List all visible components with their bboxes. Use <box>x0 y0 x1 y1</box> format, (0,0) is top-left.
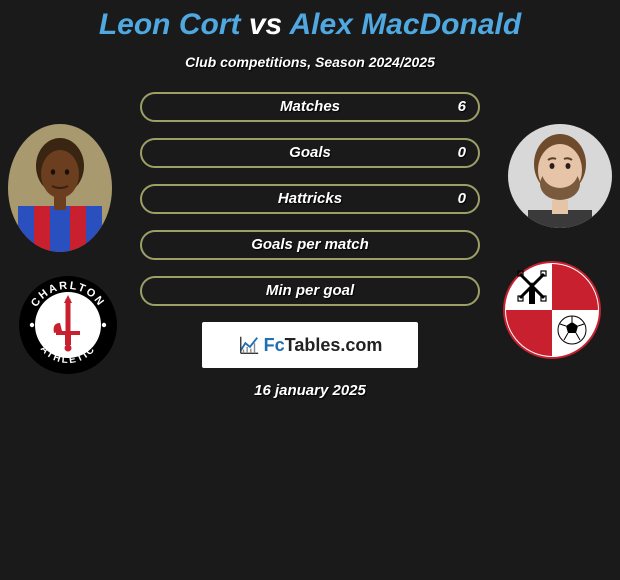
vs-text: vs <box>249 8 282 41</box>
stat-label: Matches <box>142 94 478 120</box>
stat-right-value <box>454 278 478 304</box>
stat-row-goals-per-match: Goals per match <box>140 230 480 260</box>
page-title: Leon Cort vs Alex MacDonald <box>0 8 620 42</box>
date-text: 16 january 2025 <box>0 382 620 399</box>
stat-right-value: 6 <box>446 94 478 120</box>
player2-club-badge <box>502 260 602 360</box>
stat-row-goals: Goals 0 <box>140 138 480 168</box>
stat-row-hattricks: Hattricks 0 <box>140 184 480 214</box>
brand-text: FcTables.com <box>264 335 383 356</box>
brand-badge: FcTables.com <box>202 322 418 368</box>
brand-suffix: Tables.com <box>285 335 383 355</box>
player1-photo <box>8 124 112 252</box>
comparison-card: Leon Cort vs Alex MacDonald Club competi… <box>0 0 620 580</box>
stat-rows: Matches 6 Goals 0 Hattricks 0 Goals per … <box>140 92 480 306</box>
player1-name: Leon Cort <box>99 8 241 41</box>
subtitle: Club competitions, Season 2024/2025 <box>0 54 620 70</box>
brand-prefix: Fc <box>264 335 285 355</box>
player1-club-badge: CHARLTON ATHLETIC <box>18 275 118 375</box>
stat-label: Min per goal <box>142 278 478 304</box>
chart-icon <box>238 334 260 356</box>
stat-right-value: 0 <box>446 140 478 166</box>
stat-label: Goals per match <box>142 232 478 258</box>
stat-label: Hattricks <box>142 186 478 212</box>
stat-right-value <box>454 232 478 258</box>
stat-right-value: 0 <box>446 186 478 212</box>
player2-name: Alex MacDonald <box>289 8 521 41</box>
stat-row-matches: Matches 6 <box>140 92 480 122</box>
stat-row-min-per-goal: Min per goal <box>140 276 480 306</box>
stat-label: Goals <box>142 140 478 166</box>
player2-photo <box>508 124 612 228</box>
